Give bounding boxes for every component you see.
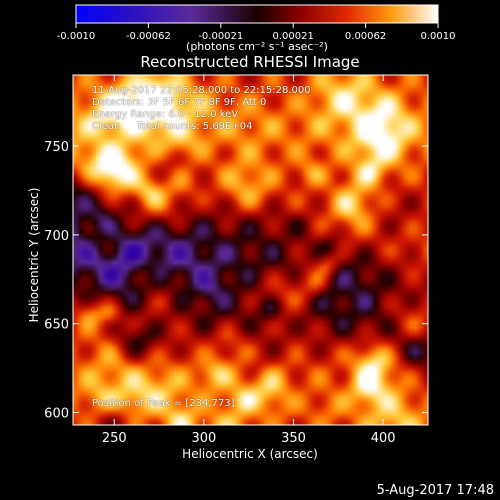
- y-axis-label: Heliocentric Y (arcsec): [27, 188, 41, 323]
- annotation-peak-position: Position of Peak = [234,773]: [92, 398, 235, 409]
- x-tick-label: 250: [102, 431, 127, 446]
- annotation-time-range: 11-Aug-2017 22:05:28.000 to 22:15:28.000: [92, 85, 311, 96]
- y-tick-label: 700: [44, 229, 69, 244]
- y-tick-label: 750: [44, 140, 69, 155]
- y-axis: 600 650 700 750: [44, 140, 428, 422]
- colorbar-tick-label: -0.00021: [198, 31, 243, 42]
- x-tick-label: 300: [191, 431, 216, 446]
- plot-frame: [72, 74, 429, 426]
- annotation-detectors: Detectors: 3F 5F 6F 7F 8F 9F, Att 0: [92, 97, 267, 108]
- heatmap-image: [73, 75, 428, 425]
- colorbar-tick-label: -0.00062: [126, 31, 171, 42]
- x-axis-label: Heliocentric X (arcsec): [182, 447, 318, 461]
- colorbar-tick-label: 0.00021: [273, 31, 314, 42]
- chart-title: Reconstructed RHESSI Image: [140, 53, 359, 71]
- annotation-clean-counts: Clean Total counts: 5.69E+04: [92, 121, 253, 132]
- colorbar-tick-label: 0.00062: [345, 31, 386, 42]
- colorbar-tick-label: -0.0010: [57, 31, 96, 42]
- x-axis: 250 300 350 400: [102, 75, 396, 446]
- footer-timestamp: 5-Aug-2017 17:48: [376, 483, 494, 498]
- colorbar-ticks: -0.0010 -0.00062 -0.00021 0.00021 0.00062 0.0…: [57, 23, 456, 42]
- heatmap-canvas: [73, 75, 428, 425]
- x-tick-label: 350: [281, 431, 306, 446]
- colorbar-unit-label: (photons cm⁻² s⁻¹ asec⁻²): [186, 40, 328, 53]
- colorbar-tick-label: 0.0010: [421, 31, 456, 42]
- annotation-energy-range: Energy Range: 6.0 - 12.0 keV: [92, 109, 239, 120]
- y-tick-label: 650: [44, 318, 69, 333]
- colorbar: [75, 4, 439, 24]
- x-tick-label: 400: [371, 431, 396, 446]
- y-tick-label: 600: [44, 407, 69, 422]
